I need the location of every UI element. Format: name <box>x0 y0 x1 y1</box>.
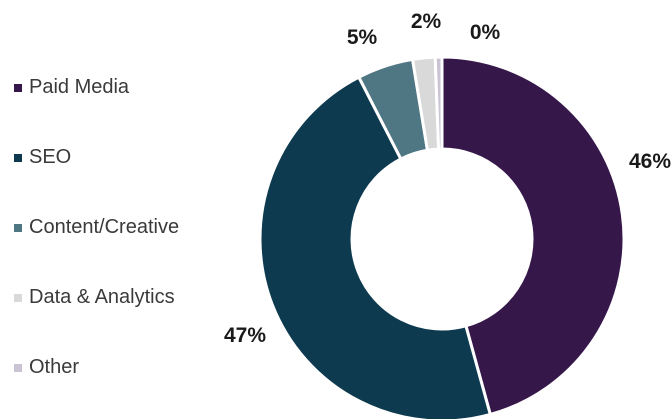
value-label-seo: 47% <box>224 324 266 347</box>
donut-slices <box>260 57 624 419</box>
value-label-data-analytics: 2% <box>411 10 442 33</box>
value-label-content-creative: 5% <box>347 26 378 49</box>
value-label-other: 0% <box>470 21 501 44</box>
value-label-paid-media: 46% <box>629 150 671 173</box>
